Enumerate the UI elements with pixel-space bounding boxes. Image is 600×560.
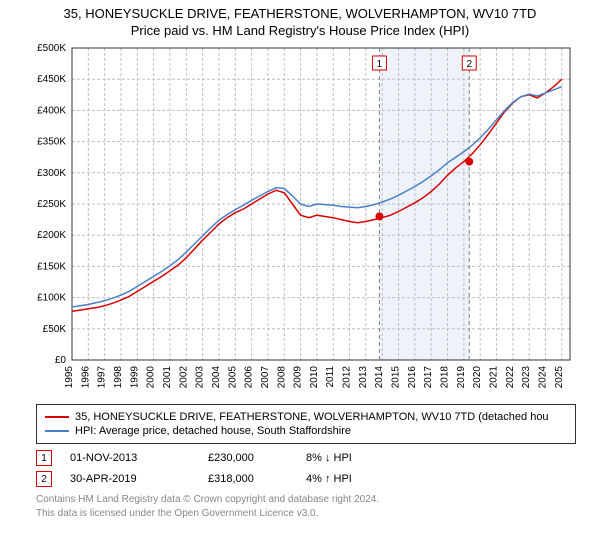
svg-text:2024: 2024 <box>538 366 549 389</box>
chart: £0 £50K £100K £150K £200K £250K £300K £350K £400… <box>20 40 580 400</box>
svg-text:1999: 1999 <box>129 366 140 389</box>
svg-text:2004: 2004 <box>211 366 222 389</box>
legend-label: HPI: Average price, detached house, Sout… <box>75 425 351 437</box>
svg-text:2009: 2009 <box>293 366 304 389</box>
attribution: Contains HM Land Registry data © Crown c… <box>36 493 576 520</box>
marker-row: 2 30-APR-2019 £318,000 4% ↑ HPI <box>36 471 576 487</box>
svg-text:2006: 2006 <box>244 366 255 389</box>
svg-text:2023: 2023 <box>521 366 532 389</box>
svg-text:2016: 2016 <box>407 366 418 389</box>
svg-text:2013: 2013 <box>358 366 369 389</box>
marker-row: 1 01-NOV-2013 £230,000 8% ↓ HPI <box>36 450 576 466</box>
svg-text:2005: 2005 <box>227 366 238 389</box>
legend-item: 35, HONEYSUCKLE DRIVE, FEATHERSTONE, WOL… <box>45 411 567 423</box>
svg-text:2014: 2014 <box>374 366 385 389</box>
svg-text:1996: 1996 <box>80 366 91 389</box>
svg-text:2019: 2019 <box>456 366 467 389</box>
legend-swatch <box>45 430 69 432</box>
marker-date: 01-NOV-2013 <box>70 452 190 464</box>
svg-text:2007: 2007 <box>260 366 271 389</box>
svg-text:2025: 2025 <box>554 366 565 389</box>
marker-badge: 2 <box>36 471 52 487</box>
svg-text:2022: 2022 <box>505 366 516 389</box>
legend: 35, HONEYSUCKLE DRIVE, FEATHERSTONE, WOL… <box>36 404 576 444</box>
svg-text:£100K: £100K <box>37 293 66 304</box>
marker-badge: 1 <box>36 450 52 466</box>
svg-text:2002: 2002 <box>178 366 189 389</box>
svg-text:2003: 2003 <box>195 366 206 389</box>
svg-text:1995: 1995 <box>64 366 75 389</box>
svg-text:2012: 2012 <box>342 366 353 389</box>
title-block: 35, HONEYSUCKLE DRIVE, FEATHERSTONE, WOL… <box>0 0 600 40</box>
svg-text:£350K: £350K <box>37 137 66 148</box>
marker-price: £230,000 <box>208 452 288 464</box>
svg-text:1998: 1998 <box>113 366 124 389</box>
svg-text:2017: 2017 <box>423 366 434 389</box>
svg-text:1: 1 <box>377 59 383 70</box>
attribution-line1: Contains HM Land Registry data © Crown c… <box>36 493 576 507</box>
svg-text:2: 2 <box>466 59 472 70</box>
legend-swatch <box>45 416 69 418</box>
svg-text:£0: £0 <box>55 355 67 366</box>
svg-text:2008: 2008 <box>276 366 287 389</box>
legend-item: HPI: Average price, detached house, Sout… <box>45 425 567 437</box>
svg-text:£200K: £200K <box>37 230 66 241</box>
title-line1: 35, HONEYSUCKLE DRIVE, FEATHERSTONE, WOL… <box>10 6 590 21</box>
title-line2: Price paid vs. HM Land Registry's House … <box>10 23 590 38</box>
marker-delta: 8% ↓ HPI <box>306 452 406 464</box>
svg-text:2010: 2010 <box>309 366 320 389</box>
marker-date: 30-APR-2019 <box>70 473 190 485</box>
svg-text:2015: 2015 <box>391 366 402 389</box>
marker-delta: 4% ↑ HPI <box>306 473 406 485</box>
svg-text:£450K: £450K <box>37 74 66 85</box>
svg-text:2000: 2000 <box>146 366 157 389</box>
svg-text:£150K: £150K <box>37 261 66 272</box>
chart-svg: £0 £50K £100K £150K £200K £250K £300K £350K £400… <box>20 40 580 400</box>
svg-text:2020: 2020 <box>472 366 483 389</box>
svg-text:£400K: £400K <box>37 105 66 116</box>
svg-text:£250K: £250K <box>37 199 66 210</box>
svg-text:2018: 2018 <box>440 366 451 389</box>
svg-text:2001: 2001 <box>162 366 173 389</box>
svg-text:2011: 2011 <box>325 366 336 388</box>
legend-label: 35, HONEYSUCKLE DRIVE, FEATHERSTONE, WOL… <box>75 411 549 423</box>
chart-container: 35, HONEYSUCKLE DRIVE, FEATHERSTONE, WOL… <box>0 0 600 520</box>
svg-text:1997: 1997 <box>97 366 108 389</box>
attribution-line2: This data is licensed under the Open Gov… <box>36 507 576 521</box>
svg-text:£50K: £50K <box>43 324 67 335</box>
svg-text:£300K: £300K <box>37 168 66 179</box>
svg-text:£500K: £500K <box>37 43 66 54</box>
marker-price: £318,000 <box>208 473 288 485</box>
marker-table: 1 01-NOV-2013 £230,000 8% ↓ HPI 2 30-APR-2019… <box>36 450 576 487</box>
svg-text:2021: 2021 <box>489 366 500 389</box>
